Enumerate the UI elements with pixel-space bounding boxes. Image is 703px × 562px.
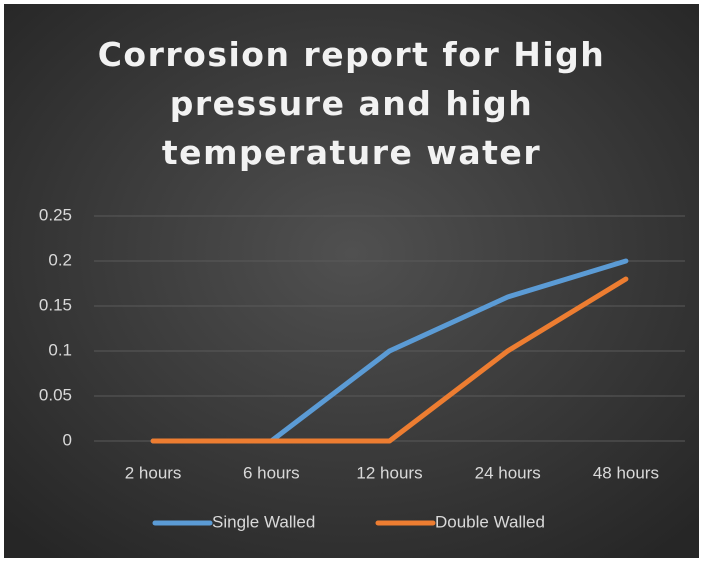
y-tick-label: 0.15: [39, 295, 72, 314]
y-tick-label: 0: [63, 430, 72, 449]
x-tick-label: 2 hours: [125, 463, 182, 482]
x-tick-label: 6 hours: [243, 463, 300, 482]
chart-title: Corrosion report for High pressure and h…: [97, 35, 606, 172]
chart-background: [4, 4, 699, 558]
legend-label: Double Walled: [435, 512, 545, 531]
x-tick-label: 12 hours: [356, 463, 422, 482]
y-tick-label: 0.2: [48, 250, 72, 269]
y-tick-label: 0.1: [48, 340, 72, 359]
y-tick-label: 0.05: [39, 385, 72, 404]
series-line: [150, 276, 629, 444]
y-tick-label: 0.25: [39, 205, 72, 224]
x-tick-label: 48 hours: [593, 463, 659, 482]
x-tick-label: 24 hours: [475, 463, 541, 482]
legend-label: Single Walled: [212, 512, 315, 531]
